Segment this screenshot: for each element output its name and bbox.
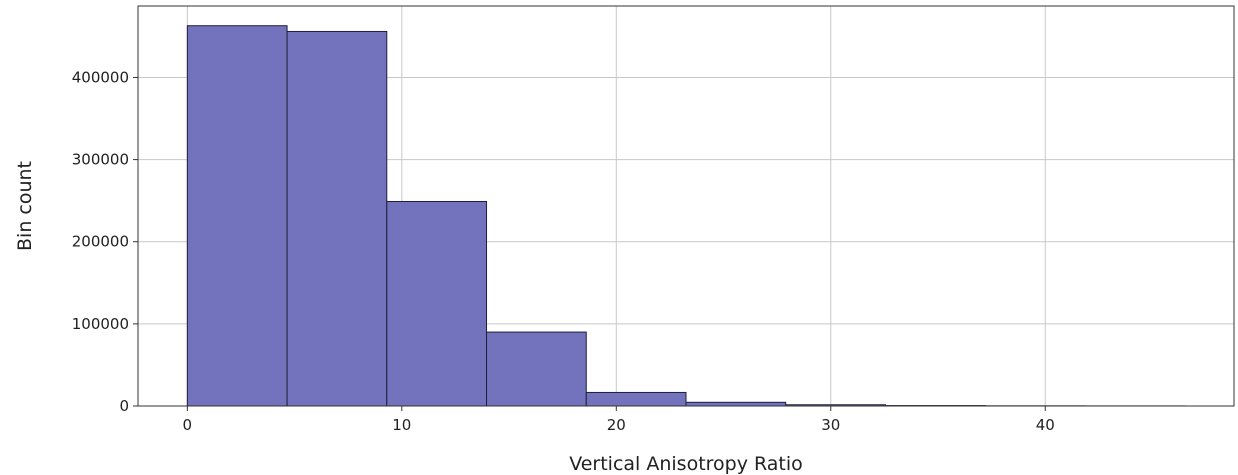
x-tick-label-4: 40 bbox=[1036, 416, 1055, 434]
histogram-bar-1 bbox=[286, 30, 388, 407]
histogram-bar-0 bbox=[186, 25, 288, 407]
x-axis-label: Vertical Anisotropy Ratio bbox=[569, 453, 803, 475]
y-tick-label-0: 0 bbox=[119, 397, 129, 415]
y-axis-label: Bin count bbox=[14, 161, 36, 251]
histogram-bars bbox=[186, 25, 1186, 407]
plot-frame bbox=[137, 5, 1235, 407]
y-axis-ticks: 0 100000 200000 300000 400000 bbox=[72, 68, 138, 415]
x-tick-label-0: 0 bbox=[183, 416, 193, 434]
x-tick-label-1: 10 bbox=[392, 416, 411, 434]
y-tick-label-2: 200000 bbox=[72, 233, 129, 251]
histogram-bar-5 bbox=[685, 401, 787, 407]
y-tick-label-3: 300000 bbox=[72, 151, 129, 169]
y-tick-label-1: 100000 bbox=[72, 315, 129, 333]
x-tick-label-2: 20 bbox=[607, 416, 626, 434]
x-axis-ticks: 0 10 20 30 40 bbox=[183, 406, 1055, 434]
histogram-bar-2 bbox=[386, 200, 488, 407]
y-tick-label-4: 400000 bbox=[72, 68, 129, 86]
histogram-bar-4 bbox=[585, 391, 687, 407]
x-tick-label-3: 30 bbox=[821, 416, 840, 434]
histogram-bar-3 bbox=[486, 331, 587, 407]
